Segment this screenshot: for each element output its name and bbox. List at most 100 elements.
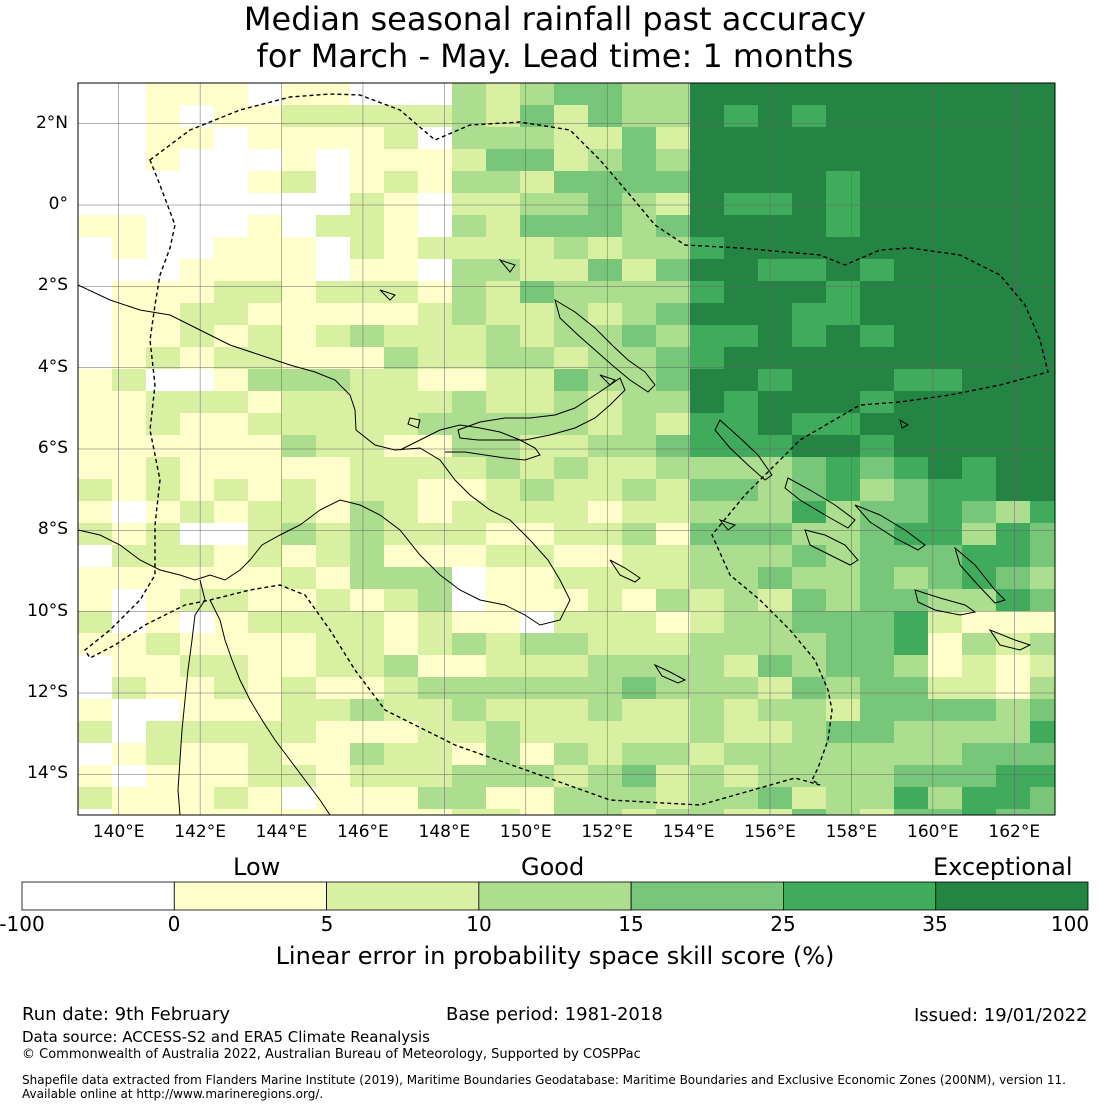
skill-cell xyxy=(248,633,283,656)
skill-cell xyxy=(282,237,317,260)
skill-cell xyxy=(520,787,555,810)
skill-cell xyxy=(826,523,861,546)
skill-cell xyxy=(384,347,419,370)
skill-cell xyxy=(78,633,113,656)
skill-cell xyxy=(588,215,623,238)
colorbar-segment xyxy=(21,881,175,911)
skill-cell xyxy=(520,567,555,590)
skill-cell xyxy=(894,501,929,524)
skill-cell xyxy=(724,479,759,502)
skill-cell xyxy=(316,479,351,502)
skill-cell xyxy=(758,281,793,304)
skill-cell xyxy=(656,237,691,260)
skill-cell xyxy=(962,193,997,216)
skill-cell xyxy=(520,171,555,194)
latitude-label: 10°S xyxy=(27,600,68,621)
skill-cell xyxy=(792,545,827,568)
skill-cell xyxy=(928,237,963,260)
skill-cell xyxy=(724,413,759,436)
skill-cell xyxy=(146,83,181,106)
skill-cell xyxy=(520,523,555,546)
skill-cell xyxy=(928,127,963,150)
skill-cell xyxy=(248,259,283,282)
skill-cell xyxy=(214,457,249,480)
skill-cell xyxy=(554,347,589,370)
skill-cell xyxy=(520,479,555,502)
skill-cell xyxy=(180,259,215,282)
skill-cell xyxy=(1030,237,1055,260)
latitude-label: 14°S xyxy=(27,763,68,784)
skill-cell xyxy=(384,743,419,766)
skill-cell xyxy=(758,105,793,128)
skill-cell xyxy=(928,391,963,414)
new-britain-coast xyxy=(457,377,626,441)
skill-cell xyxy=(962,391,997,414)
skill-cell xyxy=(214,435,249,458)
skill-cell xyxy=(724,281,759,304)
skill-cell xyxy=(418,633,453,656)
skill-cell xyxy=(622,347,657,370)
skill-cell xyxy=(350,281,385,304)
skill-cell xyxy=(1030,127,1055,150)
skill-cell xyxy=(894,259,929,282)
skill-cell xyxy=(350,589,385,612)
skill-cell xyxy=(758,589,793,612)
skill-cell xyxy=(826,479,861,502)
skill-cell xyxy=(656,611,691,634)
skill-cell xyxy=(214,193,249,216)
skill-cell xyxy=(248,303,283,326)
skill-cell xyxy=(894,457,929,480)
skill-cell xyxy=(520,655,555,678)
skill-cell xyxy=(486,721,521,744)
skill-cell xyxy=(758,171,793,194)
skill-cell xyxy=(248,765,283,788)
skill-cell xyxy=(112,303,147,326)
skill-cell xyxy=(588,523,623,546)
skill-cell xyxy=(78,611,113,634)
skill-cell xyxy=(146,721,181,744)
skill-cell xyxy=(452,347,487,370)
skill-cell xyxy=(588,677,623,700)
solomon-islands-coast-6 xyxy=(988,628,1032,651)
skill-cell xyxy=(112,677,147,700)
skill-cell xyxy=(214,545,249,568)
skill-cell xyxy=(146,391,181,414)
skill-cell xyxy=(112,391,147,414)
skill-cell xyxy=(384,567,419,590)
skill-cell xyxy=(996,457,1031,480)
skill-cell xyxy=(112,325,147,348)
skill-cell xyxy=(350,105,385,128)
skill-cell xyxy=(418,809,453,815)
skill-cell xyxy=(520,809,555,815)
skill-cell xyxy=(146,193,181,216)
skill-cell xyxy=(758,523,793,546)
skill-cell xyxy=(724,435,759,458)
skill-cell xyxy=(146,127,181,150)
skill-cell xyxy=(248,589,283,612)
skill-cell xyxy=(554,523,589,546)
skill-cell xyxy=(792,809,827,815)
skill-cell xyxy=(78,237,113,260)
skill-cell xyxy=(860,479,895,502)
skill-cell xyxy=(452,809,487,815)
skill-cell xyxy=(690,369,725,392)
skill-cell xyxy=(418,457,453,480)
skill-cell xyxy=(316,655,351,678)
longitude-label: 142°E xyxy=(174,822,226,842)
skill-cell xyxy=(928,149,963,172)
skill-cell xyxy=(418,501,453,524)
skill-cell xyxy=(282,677,317,700)
skill-cell xyxy=(792,369,827,392)
skill-cell xyxy=(622,369,657,392)
skill-cell xyxy=(962,479,997,502)
skill-cell xyxy=(452,765,487,788)
skill-cell xyxy=(826,413,861,436)
skill-cell xyxy=(384,721,419,744)
skill-cell xyxy=(486,237,521,260)
skill-cell xyxy=(350,457,385,480)
skill-cell xyxy=(520,149,555,172)
skill-cell xyxy=(588,83,623,106)
skill-cell xyxy=(282,633,317,656)
skill-cell xyxy=(690,479,725,502)
skill-cell xyxy=(622,237,657,260)
